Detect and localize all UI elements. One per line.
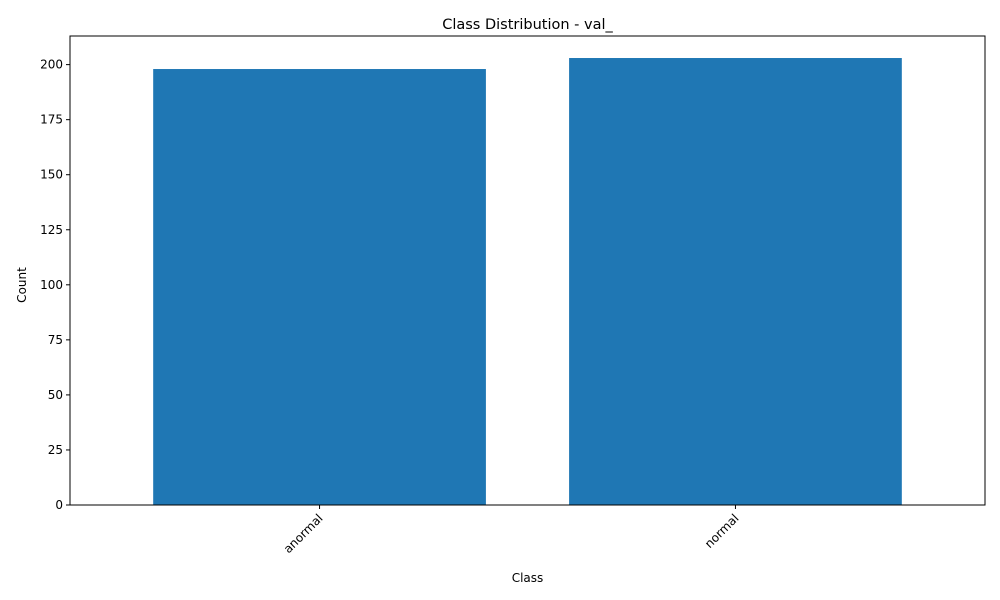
x-axis-label: Class (512, 571, 544, 585)
y-axis: 0 25 50 75 100 125 150 175 200 (40, 58, 70, 512)
y-tick-label: 150 (40, 168, 63, 182)
y-tick-label: 125 (40, 223, 63, 237)
x-axis: anormal normal (281, 505, 742, 556)
y-tick-label: 75 (48, 333, 63, 347)
chart-title: Class Distribution - val_ (442, 17, 613, 33)
y-tick-label: 100 (40, 278, 63, 292)
x-tick-label: normal (702, 511, 742, 551)
bar-anormal (153, 69, 486, 505)
y-tick-label: 175 (40, 113, 63, 127)
x-tick-label: anormal (281, 511, 326, 556)
plot-area: 0 25 50 75 100 125 150 175 200 anormal normal (40, 35, 986, 556)
y-tick-label: 50 (48, 388, 63, 402)
y-tick-label: 200 (40, 58, 63, 72)
bars (153, 58, 902, 506)
bar-normal (569, 58, 902, 506)
plot-frame (69, 35, 986, 506)
y-tick-label: 0 (55, 498, 63, 512)
y-axis-label: Count (15, 267, 29, 303)
y-tick-label: 25 (48, 443, 63, 457)
